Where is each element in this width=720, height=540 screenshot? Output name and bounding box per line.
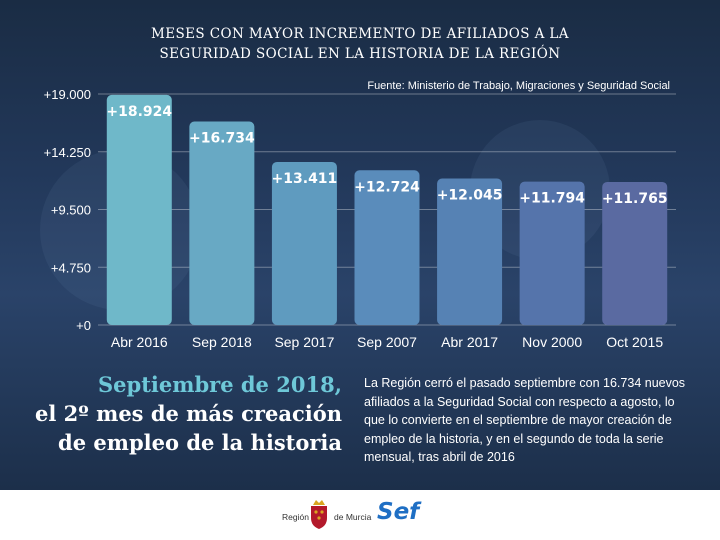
- x-tick-label: Abr 2017: [441, 334, 498, 350]
- chart-source: Fuente: Ministerio de Trabajo, Migracion…: [367, 80, 670, 92]
- bar: [519, 181, 585, 325]
- chart-title-line-2: SEGURIDAD SOCIAL EN LA HISTORIA DE LA RE…: [159, 46, 561, 62]
- bar: [437, 178, 503, 325]
- bar: [602, 181, 668, 325]
- data-label: +16.734: [189, 131, 255, 147]
- y-tick-label: +0: [76, 318, 91, 333]
- data-label: +11.765: [602, 191, 668, 207]
- chart-title-line-1: MESES CON MAYOR INCREMENTO DE AFILIADOS …: [151, 26, 569, 42]
- bar: [189, 121, 255, 325]
- x-tick-label: Abr 2016: [111, 334, 168, 350]
- headline-line-3: de empleo de la historia: [58, 430, 342, 455]
- bar: [106, 94, 172, 325]
- bar: [271, 161, 337, 325]
- y-tick-label: +19.000: [44, 87, 91, 102]
- infographic-panel: MESES CON MAYOR INCREMENTO DE AFILIADOS …: [0, 0, 720, 490]
- x-tick-label: Oct 2015: [606, 334, 663, 350]
- region-name-left: Región: [282, 512, 309, 522]
- bar-chart: +0 +4.750 +9.500 +14.250 +19.000 +18.924 Abr 2…: [44, 87, 668, 350]
- chart-title: MESES CON MAYOR INCREMENTO DE AFILIADOS …: [0, 24, 720, 64]
- murcia-crest-icon: [311, 500, 327, 529]
- x-tick-label: Sep 2017: [274, 334, 334, 350]
- region-name-right: de Murcia: [334, 512, 372, 522]
- headline-line-1: Septiembre de 2018,: [97, 372, 342, 397]
- data-label: +12.724: [354, 179, 420, 195]
- description-text: La Región cerró el pasado septiembre con…: [364, 376, 686, 464]
- sef-logo: Sef: [377, 499, 420, 525]
- y-tick-label: +14.250: [44, 145, 91, 160]
- headline-line-2: el 2º mes de más creación: [35, 401, 342, 426]
- x-tick-label: Sep 2007: [357, 334, 417, 350]
- bar: [354, 170, 420, 325]
- x-tick-label: Nov 2000: [522, 334, 582, 350]
- data-label: +11.794: [519, 191, 585, 207]
- y-tick-label: +9.500: [51, 203, 91, 218]
- footer: Región de Murcia Sef: [0, 490, 720, 540]
- data-label: +18.924: [106, 104, 172, 120]
- x-tick-label: Sep 2018: [192, 334, 252, 350]
- data-label: +13.411: [272, 171, 338, 187]
- headline: Septiembre de 2018, el 2º mes de más cre…: [20, 370, 342, 457]
- data-label: +12.045: [437, 188, 503, 204]
- y-tick-label: +4.750: [51, 260, 91, 275]
